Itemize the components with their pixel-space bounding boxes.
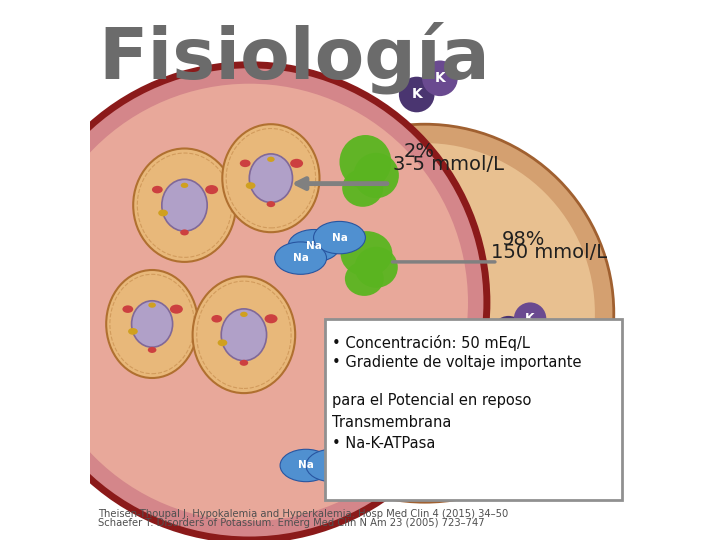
Ellipse shape — [240, 360, 248, 366]
Ellipse shape — [170, 305, 183, 314]
Ellipse shape — [354, 247, 397, 288]
Text: K: K — [539, 436, 549, 449]
Circle shape — [422, 60, 458, 96]
Text: • Na-K-ATPasa: • Na-K-ATPasa — [332, 436, 436, 451]
Text: Na: Na — [324, 461, 340, 470]
Text: Theisen-Thoupal J. Hypokalemia and Hyperkalemia. Hosp Med Clin 4 (2015) 34–50: Theisen-Thoupal J. Hypokalemia and Hyper… — [98, 509, 508, 519]
Ellipse shape — [266, 201, 275, 207]
FancyBboxPatch shape — [325, 319, 622, 500]
Circle shape — [527, 427, 560, 459]
Ellipse shape — [133, 148, 236, 262]
Text: Transmembrana: Transmembrana — [332, 415, 451, 430]
Ellipse shape — [275, 242, 327, 274]
Ellipse shape — [332, 449, 384, 482]
Ellipse shape — [267, 157, 274, 162]
Text: 2%: 2% — [403, 142, 434, 161]
Ellipse shape — [158, 210, 168, 217]
Text: Na: Na — [298, 461, 314, 470]
Circle shape — [514, 302, 546, 335]
Ellipse shape — [246, 182, 256, 189]
Text: Na: Na — [306, 241, 322, 251]
Ellipse shape — [240, 160, 251, 167]
Circle shape — [255, 143, 595, 483]
Ellipse shape — [222, 124, 320, 232]
Text: • Concentración: 50 mEq/L: • Concentración: 50 mEq/L — [332, 335, 530, 351]
Ellipse shape — [314, 221, 366, 254]
Circle shape — [12, 65, 487, 540]
Text: K: K — [435, 71, 445, 85]
Ellipse shape — [132, 301, 173, 347]
Ellipse shape — [138, 153, 232, 258]
Circle shape — [30, 84, 468, 521]
Ellipse shape — [280, 449, 332, 482]
Text: K: K — [526, 312, 535, 325]
Ellipse shape — [192, 276, 295, 393]
Text: Na: Na — [292, 253, 309, 263]
Circle shape — [236, 124, 613, 502]
Circle shape — [492, 316, 525, 348]
Ellipse shape — [148, 302, 156, 308]
Ellipse shape — [288, 230, 340, 262]
Ellipse shape — [181, 183, 189, 188]
Text: Fisiología: Fisiología — [98, 22, 490, 94]
Ellipse shape — [197, 281, 291, 388]
Ellipse shape — [217, 339, 228, 346]
Ellipse shape — [342, 169, 383, 207]
Ellipse shape — [122, 306, 133, 313]
Ellipse shape — [205, 185, 218, 194]
Ellipse shape — [249, 154, 292, 202]
Text: para el Potencial en reposo: para el Potencial en reposo — [332, 393, 531, 408]
Text: Na: Na — [350, 461, 366, 470]
Circle shape — [399, 77, 435, 112]
Ellipse shape — [290, 159, 303, 168]
Ellipse shape — [128, 328, 138, 335]
Text: 98%: 98% — [501, 231, 545, 249]
Circle shape — [505, 440, 539, 472]
Ellipse shape — [152, 186, 163, 193]
Text: 150 mmol/L: 150 mmol/L — [491, 244, 607, 262]
Ellipse shape — [341, 231, 392, 276]
Ellipse shape — [180, 230, 189, 235]
Text: K: K — [517, 450, 527, 463]
Ellipse shape — [110, 274, 194, 374]
Ellipse shape — [306, 449, 358, 482]
Ellipse shape — [148, 347, 156, 353]
Ellipse shape — [340, 135, 392, 189]
Ellipse shape — [226, 129, 315, 228]
Text: Schaefer T. Disorders of Potassium. Emerg Med Clin N Am 23 (2005) 723–747: Schaefer T. Disorders of Potassium. Emer… — [98, 518, 485, 529]
Ellipse shape — [107, 270, 198, 378]
Ellipse shape — [354, 153, 399, 198]
Text: K: K — [504, 326, 513, 339]
Text: 3-5 mmol/L: 3-5 mmol/L — [394, 155, 505, 174]
Ellipse shape — [162, 179, 207, 231]
Ellipse shape — [345, 261, 384, 296]
Ellipse shape — [221, 309, 266, 361]
Text: Na: Na — [331, 233, 348, 242]
Ellipse shape — [264, 314, 277, 323]
Ellipse shape — [240, 312, 248, 317]
Ellipse shape — [212, 315, 222, 322]
Text: • Gradiente de voltaje importante: • Gradiente de voltaje importante — [332, 355, 582, 370]
Text: K: K — [411, 87, 422, 102]
